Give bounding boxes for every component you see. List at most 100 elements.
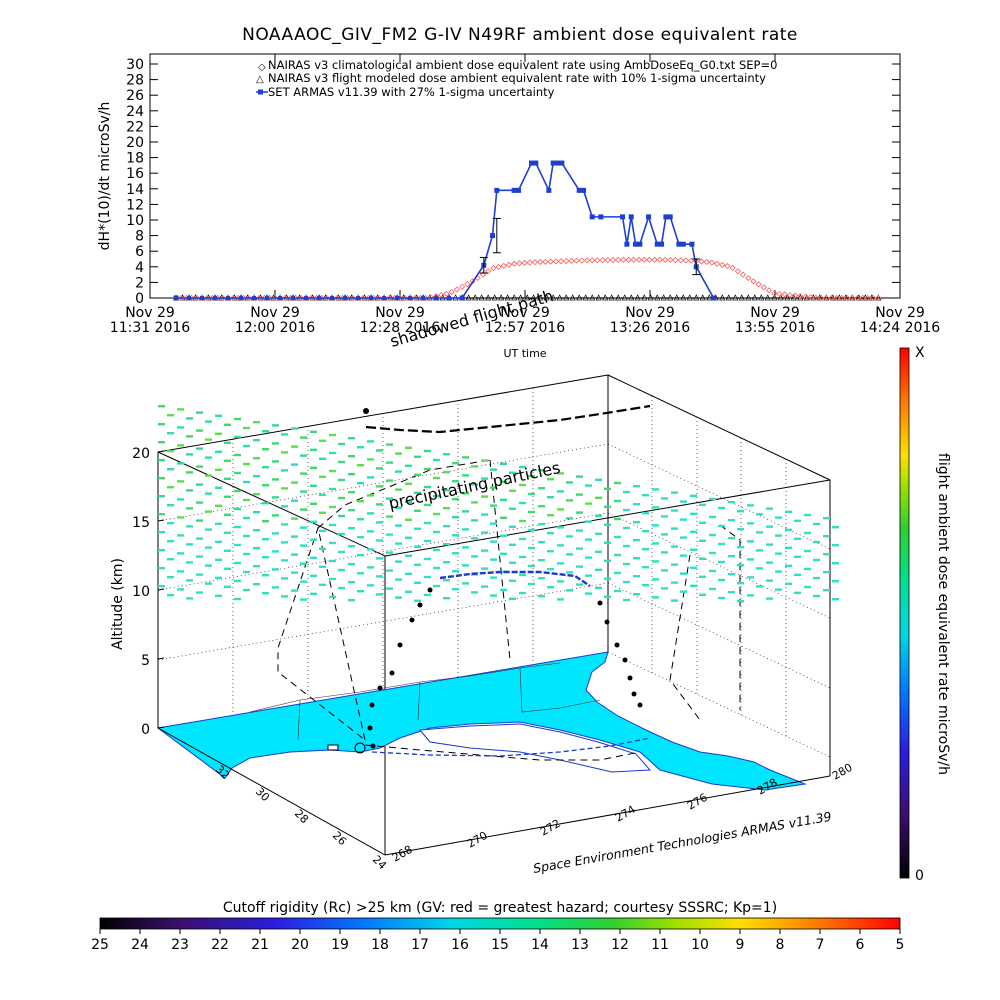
particle-mark <box>661 497 668 500</box>
particle-mark <box>661 533 668 536</box>
particle-mark <box>661 587 668 590</box>
particle-mark <box>196 465 203 468</box>
particle-mark <box>813 522 820 526</box>
series-nairas-flight-point <box>504 294 511 301</box>
chart-title: NOAAAOC_GIV_FM2 G-IV N49RF ambient dose … <box>242 25 798 45</box>
series-nairas-climatological-point <box>542 258 549 265</box>
particle-mark <box>519 573 526 577</box>
particle-mark <box>557 508 564 511</box>
particle-mark <box>633 575 640 578</box>
particle-mark <box>832 526 839 529</box>
particle-mark <box>538 469 545 472</box>
particle-mark <box>386 461 393 464</box>
state-borders <box>249 662 601 741</box>
particle-mark <box>652 524 659 527</box>
particle-mark <box>538 487 545 490</box>
particle-mark <box>348 545 355 548</box>
particle-mark <box>519 537 526 541</box>
particle-mark <box>680 500 687 503</box>
latitude-tick-label: 24 <box>370 853 389 872</box>
colorbar-tick-label: 6 <box>856 937 865 953</box>
legend: ◇ NAIRAS v3 climatological ambient dose … <box>256 58 777 99</box>
particle-mark <box>329 505 336 509</box>
series-armas-point <box>598 214 604 220</box>
particle-mark <box>186 489 193 492</box>
particle-mark <box>528 474 535 478</box>
particle-mark <box>509 561 516 564</box>
particle-mark <box>158 423 165 426</box>
particle-mark <box>253 439 260 442</box>
particle-mark <box>262 466 269 469</box>
particle-mark <box>243 480 250 484</box>
particle-mark <box>728 519 735 522</box>
particle-mark <box>728 537 735 540</box>
particle-mark <box>215 594 222 597</box>
particle-mark <box>319 439 326 442</box>
x-tick-label-time: 12:28 2016 <box>360 320 441 336</box>
series-nairas-flight-point <box>686 294 693 301</box>
particle-mark <box>272 460 279 463</box>
particle-mark <box>642 548 649 551</box>
series-nairas-climatological-point <box>334 294 341 302</box>
box-back-right-edge <box>607 374 831 481</box>
particle-mark <box>386 551 393 554</box>
particle-mark <box>718 524 725 528</box>
particle-mark <box>348 509 355 512</box>
series-armas-point <box>511 187 517 193</box>
series-nairas-flight-point <box>654 294 661 301</box>
series-nairas-flight-point <box>660 294 667 301</box>
longitude-axis-line <box>384 775 831 856</box>
particle-mark <box>414 491 421 494</box>
particle-mark <box>547 568 554 571</box>
flight-path-cruise <box>439 570 591 587</box>
particle-mark <box>348 599 355 602</box>
longitude-tick-label: 280 <box>830 761 855 783</box>
x-tick-label-date: Nov 29 <box>500 305 550 321</box>
particle-mark <box>623 580 630 584</box>
particle-mark <box>205 510 212 513</box>
series-nairas-flight-point <box>524 294 531 301</box>
particle-mark <box>794 555 801 558</box>
particle-mark <box>528 492 535 496</box>
y-tick-label: 18 <box>126 151 144 167</box>
particle-mark <box>785 564 792 567</box>
particle-mark <box>794 573 801 576</box>
circle-marker-icon <box>258 89 263 95</box>
particle-mark <box>205 492 212 495</box>
particle-mark <box>747 594 754 597</box>
series-nairas-flight-point <box>628 294 635 301</box>
particle-mark <box>357 590 364 593</box>
particle-mark <box>167 594 174 597</box>
series-nairas-climatological-point <box>531 259 539 266</box>
particle-mark <box>367 458 374 461</box>
series-armas-point <box>628 214 634 220</box>
particle-mark <box>756 513 763 516</box>
series-nairas-climatological-point <box>547 258 554 265</box>
particle-mark <box>367 494 374 497</box>
particle-mark <box>272 550 279 553</box>
series-nairas-flight-point <box>608 294 615 301</box>
particle-mark <box>490 522 497 525</box>
latitude-tick-label: 28 <box>292 807 311 826</box>
series-nairas-flight-point <box>784 294 791 301</box>
particle-mark <box>652 506 659 509</box>
particle-mark <box>804 531 811 535</box>
particle-mark <box>167 414 174 417</box>
particle-mark <box>386 533 393 536</box>
particle-mark <box>205 582 212 585</box>
particle-mark <box>338 460 345 464</box>
particle-mark <box>405 518 412 521</box>
diamond-marker-icon: ◇ <box>258 62 266 73</box>
particle-mark <box>490 486 497 489</box>
particle-mark <box>652 542 659 545</box>
y-tick-label: 10 <box>126 213 144 229</box>
particle-mark <box>566 571 573 574</box>
particle-mark <box>348 527 355 530</box>
particle-mark <box>234 579 241 583</box>
particle-mark <box>471 519 478 522</box>
colorbar-tick-label: 16 <box>451 937 469 953</box>
y-axis-label: dH*(10)/dt microSv/h <box>97 102 113 251</box>
series-armas-zero-point <box>226 296 231 300</box>
particle-mark <box>813 558 820 562</box>
particle-mark <box>300 598 307 601</box>
